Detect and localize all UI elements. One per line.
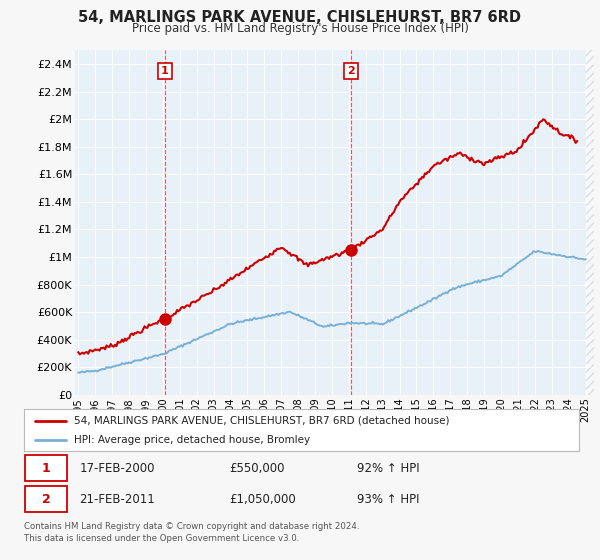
Text: Contains HM Land Registry data © Crown copyright and database right 2024.
This d: Contains HM Land Registry data © Crown c…	[24, 522, 359, 543]
Text: Price paid vs. HM Land Registry's House Price Index (HPI): Price paid vs. HM Land Registry's House …	[131, 22, 469, 35]
Text: 1: 1	[161, 66, 169, 76]
Text: £550,000: £550,000	[229, 461, 285, 474]
Text: 17-FEB-2000: 17-FEB-2000	[79, 461, 155, 474]
Text: 54, MARLINGS PARK AVENUE, CHISLEHURST, BR7 6RD: 54, MARLINGS PARK AVENUE, CHISLEHURST, B…	[79, 10, 521, 25]
Text: 2: 2	[41, 493, 50, 506]
Text: 93% ↑ HPI: 93% ↑ HPI	[357, 493, 419, 506]
Text: 92% ↑ HPI: 92% ↑ HPI	[357, 461, 419, 474]
Text: HPI: Average price, detached house, Bromley: HPI: Average price, detached house, Brom…	[74, 435, 310, 445]
FancyBboxPatch shape	[25, 455, 67, 480]
Text: £1,050,000: £1,050,000	[229, 493, 296, 506]
Text: 21-FEB-2011: 21-FEB-2011	[79, 493, 155, 506]
Text: 54, MARLINGS PARK AVENUE, CHISLEHURST, BR7 6RD (detached house): 54, MARLINGS PARK AVENUE, CHISLEHURST, B…	[74, 416, 449, 426]
Bar	[586, 50, 600, 395]
Text: 1: 1	[41, 461, 50, 474]
Text: 2: 2	[347, 66, 355, 76]
FancyBboxPatch shape	[25, 487, 67, 512]
